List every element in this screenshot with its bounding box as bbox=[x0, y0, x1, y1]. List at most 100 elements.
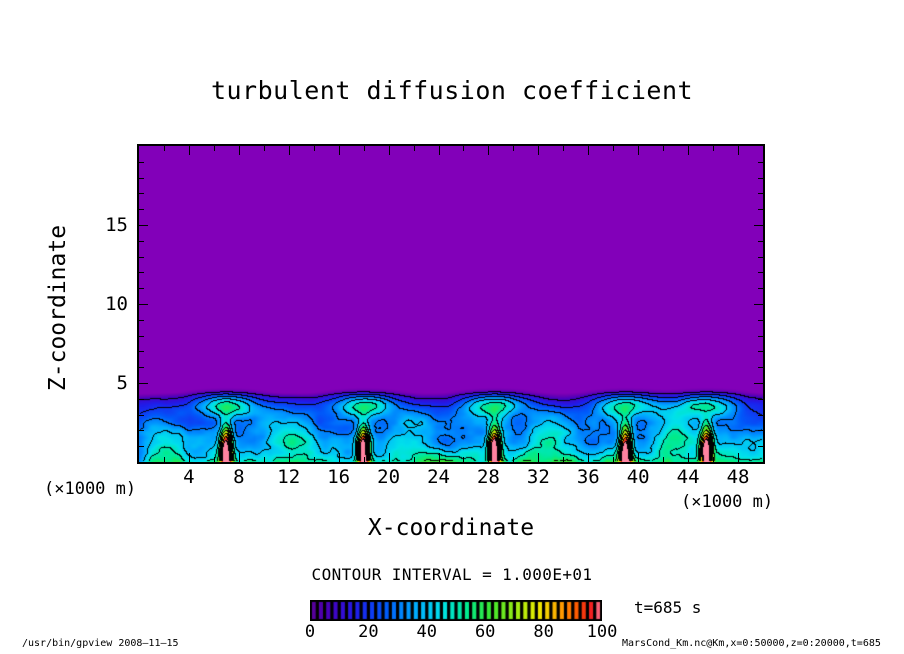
x-axis-tick bbox=[338, 146, 340, 155]
x-axis-tick bbox=[738, 453, 740, 462]
page-title: turbulent diffusion coefficient bbox=[210, 76, 694, 105]
x-axis-tick bbox=[513, 457, 515, 462]
y-axis-tick bbox=[758, 209, 763, 211]
x-axis-tick bbox=[613, 146, 615, 151]
y-axis-tick bbox=[139, 240, 144, 242]
x-axis-tick bbox=[263, 146, 265, 151]
y-axis-tick bbox=[758, 446, 763, 448]
y-axis-tick bbox=[139, 446, 144, 448]
x-axis-tick bbox=[538, 146, 540, 155]
x-axis-tick bbox=[513, 146, 515, 151]
colorbar-tick-label: 60 bbox=[474, 622, 496, 642]
y-axis-tick bbox=[758, 193, 763, 195]
x-tick-label: 4 bbox=[183, 466, 195, 488]
y-axis-tick bbox=[758, 319, 763, 321]
colorbar-tick-label: 20 bbox=[358, 622, 379, 642]
x-axis-tick bbox=[438, 146, 440, 155]
y-axis-tick bbox=[754, 225, 763, 226]
x-axis-tick bbox=[338, 453, 340, 462]
y-axis-tick bbox=[758, 414, 763, 416]
x-axis-tick bbox=[688, 146, 690, 155]
colorbar-tick-label: 80 bbox=[533, 622, 554, 642]
y-axis-tick bbox=[139, 398, 144, 400]
footer-dataset-stamp: MarsCond_Km.nc@Km,x=0:50000,z=0:20000,t=… bbox=[622, 638, 881, 649]
x-axis-title: X-coordinate bbox=[367, 515, 535, 541]
x-axis-tick bbox=[363, 146, 365, 151]
y-axis-unit-annotation: (×1000 m) bbox=[44, 479, 137, 499]
x-axis-tick bbox=[313, 457, 315, 462]
y-axis-tick bbox=[758, 288, 763, 290]
x-axis-tick bbox=[488, 453, 490, 462]
y-axis-tick bbox=[758, 161, 763, 163]
x-axis-tick bbox=[563, 457, 565, 462]
x-tick-label: 48 bbox=[726, 466, 750, 488]
x-axis-tick bbox=[738, 146, 740, 155]
y-axis-tick bbox=[139, 177, 144, 179]
x-axis-tick bbox=[638, 146, 640, 155]
y-axis-tick bbox=[139, 209, 144, 211]
x-axis-tick bbox=[188, 453, 190, 462]
x-axis-tick bbox=[438, 453, 440, 462]
y-axis-tick bbox=[758, 367, 763, 369]
x-tick-label: 20 bbox=[377, 466, 401, 488]
contour-interval-label: CONTOUR INTERVAL = 1.000E+01 bbox=[311, 565, 593, 584]
x-tick-label: 36 bbox=[576, 466, 600, 488]
x-axis-tick bbox=[213, 146, 215, 151]
x-tick-label: 44 bbox=[676, 466, 700, 488]
y-axis-tick bbox=[758, 272, 763, 274]
x-axis-tick bbox=[313, 146, 315, 151]
y-axis-tick bbox=[758, 430, 763, 432]
x-axis-tick bbox=[288, 146, 290, 155]
y-axis-tick bbox=[758, 351, 763, 353]
y-axis-tick bbox=[139, 351, 144, 353]
x-axis-tick bbox=[638, 453, 640, 462]
x-axis-tick bbox=[388, 146, 390, 155]
x-tick-label: 28 bbox=[476, 466, 500, 488]
x-axis-tick bbox=[163, 457, 165, 462]
x-axis-tick bbox=[238, 453, 240, 462]
y-axis-tick bbox=[139, 288, 144, 290]
y-axis-tick bbox=[758, 335, 763, 337]
x-axis-tick bbox=[613, 457, 615, 462]
x-axis-tick bbox=[588, 146, 590, 155]
x-axis-tick bbox=[263, 457, 265, 462]
y-axis-tick bbox=[139, 414, 144, 416]
y-axis-tick bbox=[139, 272, 144, 274]
x-tick-label: 32 bbox=[526, 466, 550, 488]
y-axis-tick bbox=[139, 430, 144, 432]
colorbar-tick-label: 40 bbox=[416, 622, 438, 642]
y-axis-tick bbox=[139, 304, 148, 305]
x-axis-tick bbox=[213, 457, 215, 462]
x-axis-tick bbox=[663, 457, 665, 462]
x-axis-tick bbox=[563, 146, 565, 151]
y-tick-label: 15 bbox=[105, 214, 128, 236]
colorbar-gradient bbox=[310, 600, 602, 621]
x-axis-tick bbox=[238, 146, 240, 155]
y-tick-label: 5 bbox=[116, 372, 128, 394]
y-axis-tick bbox=[758, 256, 763, 258]
colorbar bbox=[310, 600, 602, 621]
y-axis-tick bbox=[754, 383, 763, 384]
x-axis-tick bbox=[488, 146, 490, 155]
y-axis-tick bbox=[754, 304, 763, 305]
y-axis-tick bbox=[139, 161, 144, 163]
x-tick-label: 8 bbox=[233, 466, 245, 488]
contour-plot-panel bbox=[137, 144, 765, 464]
x-tick-label: 12 bbox=[277, 466, 301, 488]
x-axis-tick bbox=[163, 146, 165, 151]
y-axis-tick bbox=[139, 383, 148, 384]
colorbar-tick-label: 0 bbox=[304, 622, 316, 642]
x-axis-tick bbox=[188, 146, 190, 155]
y-axis-tick bbox=[758, 177, 763, 179]
x-tick-label: 16 bbox=[327, 466, 351, 488]
y-axis-tick bbox=[758, 398, 763, 400]
x-axis-tick bbox=[413, 146, 415, 151]
x-axis-tick bbox=[713, 457, 715, 462]
time-label: t=685 s bbox=[634, 598, 702, 617]
x-axis-tick bbox=[463, 146, 465, 151]
y-axis-tick bbox=[139, 193, 144, 195]
y-tick-label: 10 bbox=[105, 293, 128, 315]
x-axis-tick bbox=[288, 453, 290, 462]
footer-command-stamp: /usr/bin/gpview 2008–11–15 bbox=[22, 638, 179, 649]
colorbar-tick-label: 100 bbox=[586, 622, 618, 642]
